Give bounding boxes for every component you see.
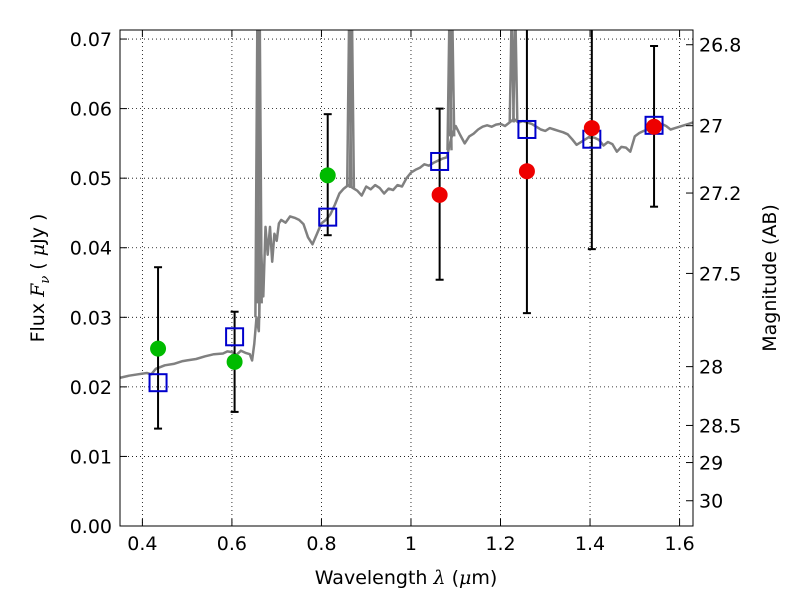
model-square-point bbox=[318, 207, 338, 227]
grid bbox=[120, 30, 693, 527]
red-data-point bbox=[646, 118, 663, 135]
y2-tick-label: 28 bbox=[699, 357, 723, 379]
emission-line-spike bbox=[512, 30, 519, 122]
y2-tick-label: 27.5 bbox=[699, 263, 741, 285]
emission-line-spike bbox=[448, 30, 456, 137]
red-data-point bbox=[583, 120, 600, 137]
y2-tick-label: 30 bbox=[699, 491, 723, 513]
green-data-point bbox=[226, 353, 243, 370]
plot-frame bbox=[119, 29, 694, 527]
y-tick-label: 0.03 bbox=[70, 307, 112, 329]
y-tick-label: 0.04 bbox=[70, 238, 112, 260]
y-tick-label: 0.06 bbox=[70, 99, 112, 121]
y2-tick-label: 27 bbox=[699, 116, 723, 138]
y2-tick-label: 28.5 bbox=[699, 415, 741, 437]
x-tick-label: 1.2 bbox=[485, 533, 515, 555]
y2-axis-label: Magnitude (AB) bbox=[759, 204, 781, 352]
emission-line-spike bbox=[256, 30, 263, 304]
y-tick-label: 0.00 bbox=[70, 516, 112, 538]
y2-tick-label: 29 bbox=[699, 453, 723, 475]
y-tick-label: 0.07 bbox=[70, 29, 112, 51]
x-tick-label: 0.6 bbox=[217, 533, 247, 555]
green-data-point bbox=[319, 167, 336, 184]
emission-line-spike bbox=[348, 30, 356, 188]
x-tick-label: 1.6 bbox=[664, 533, 694, 555]
y-tick-label: 0.05 bbox=[70, 168, 112, 190]
model-square-point bbox=[430, 151, 450, 171]
x-tick-label: 1.4 bbox=[575, 533, 605, 555]
model-square-point bbox=[148, 373, 168, 393]
x-tick-label: 1 bbox=[405, 533, 417, 555]
green-data-point bbox=[150, 340, 167, 357]
red-data-point bbox=[518, 163, 535, 180]
y-axis-label: Flux Fν ( μJy ) bbox=[27, 214, 53, 343]
red-data-point bbox=[431, 186, 448, 203]
y2-tick-label: 26.8 bbox=[699, 35, 741, 57]
x-tick-label: 0.4 bbox=[127, 533, 157, 555]
y-tick-label: 0.02 bbox=[70, 377, 112, 399]
x-tick-label: 0.8 bbox=[306, 533, 336, 555]
axis-ticks: 0.4 0.6 0.8 1 1.2 1.4 1.6 0.00 0.01 0.02 0.03 0.04 0… bbox=[70, 29, 742, 555]
x-axis-label: Wavelength λ (μm) bbox=[315, 567, 498, 589]
model-square-point bbox=[517, 119, 537, 139]
plot-data bbox=[120, 30, 693, 430]
model-spectrum-line bbox=[120, 117, 693, 380]
y2-tick-label: 27.2 bbox=[699, 183, 741, 205]
y-tick-label: 0.01 bbox=[70, 446, 112, 468]
model-square-point bbox=[225, 327, 245, 347]
